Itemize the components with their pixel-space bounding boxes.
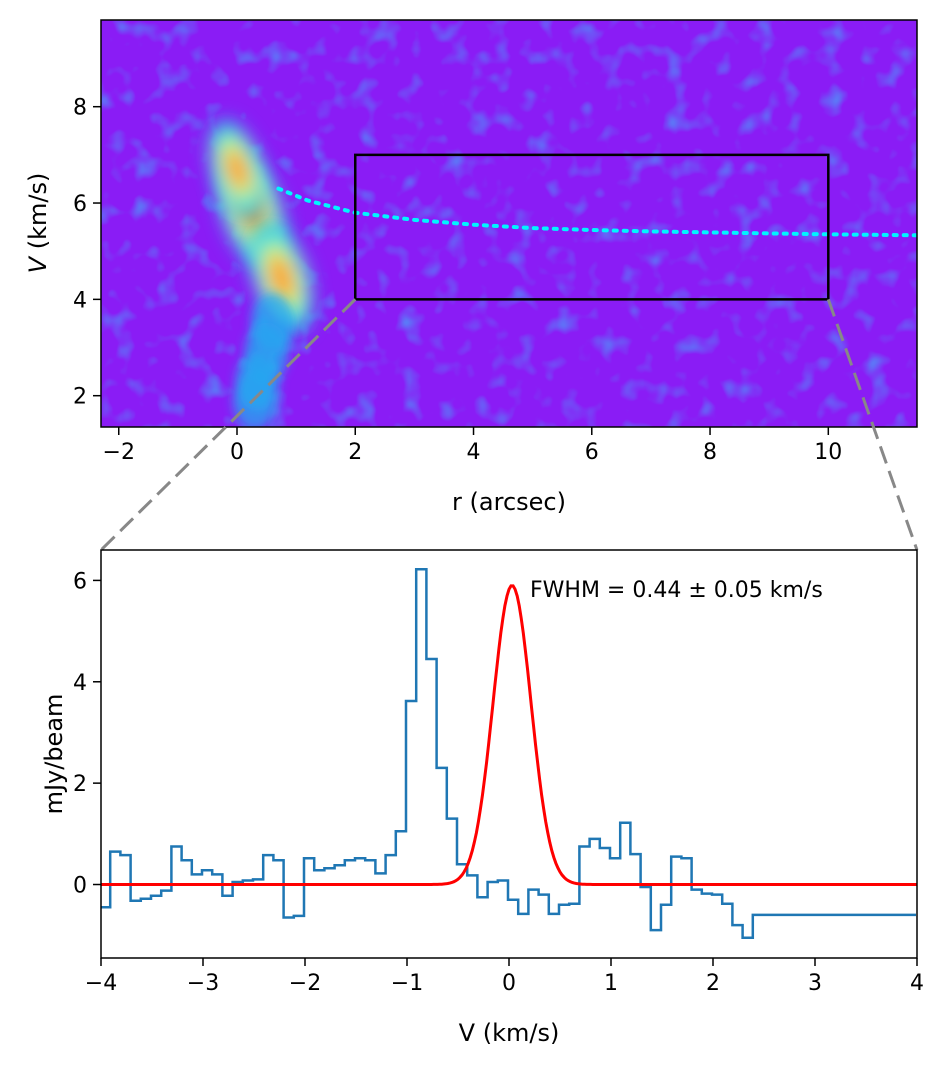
top-y-ticks: 2 4 6 8	[73, 96, 101, 410]
pv-diagram-panel: −2 0 2 4 6 8 10 2 4 6 8 r (arcsec) V (km/s)	[24, 19, 918, 516]
x-tick-label: −4	[85, 971, 117, 996]
emission-peaks	[208, 120, 313, 427]
y-tick-label: 4	[73, 288, 87, 313]
y-tick-label: 2	[73, 772, 87, 797]
emission-contour	[226, 150, 248, 188]
x-tick-label: 8	[703, 440, 717, 465]
x-tick-label: 10	[814, 440, 842, 465]
x-tick-label: 6	[585, 440, 599, 465]
model-curve	[276, 186, 917, 238]
top-x-ticks: −2 0 2 4 6 8 10	[103, 427, 842, 465]
zoom-connector-left	[99, 298, 357, 552]
spectrum-panel: FWHM = 0.44 ± 0.05 km/s −4 −3 −2 −1 0 1 2 3 4 0 2…	[40, 549, 924, 1047]
gaussian-fit-series	[101, 584, 917, 886]
y-tick-label: 4	[73, 671, 87, 696]
y-tick-label: 6	[73, 569, 87, 594]
x-tick-label: −2	[103, 440, 135, 465]
bottom-y-ticks: 0 2 4 6	[73, 569, 101, 899]
bottom-x-axis-label: V (km/s)	[459, 1019, 560, 1047]
x-tick-label: −3	[187, 971, 219, 996]
x-tick-label: −1	[391, 971, 423, 996]
heatmap-noise	[101, 20, 917, 427]
y-tick-label: 6	[73, 192, 87, 217]
heatmap	[101, 20, 917, 427]
fwhm-annotation: FWHM = 0.44 ± 0.05 km/s	[530, 578, 823, 603]
y-tick-label: 0	[73, 874, 87, 899]
x-tick-label: 0	[230, 440, 244, 465]
emission-peak	[208, 120, 266, 219]
x-tick-label: 4	[467, 440, 481, 465]
x-tick-label: 2	[348, 440, 362, 465]
emission-contour	[269, 256, 294, 299]
bottom-y-axis-label: mJy/beam	[40, 694, 68, 815]
zoom-connector-right	[826, 298, 919, 551]
spectrum-series	[101, 568, 916, 939]
x-tick-label: 1	[604, 971, 618, 996]
zoom-box	[354, 153, 830, 301]
y-tick-label: 8	[73, 96, 87, 121]
top-axes-frame	[100, 19, 918, 428]
top-y-axis-label: V (km/s)	[24, 173, 52, 274]
x-tick-label: 4	[910, 971, 924, 996]
y-tick-label: 2	[73, 385, 87, 410]
x-tick-label: −2	[289, 971, 321, 996]
top-x-axis-label: r (arcsec)	[452, 488, 566, 516]
x-tick-label: 2	[706, 971, 720, 996]
emission-tail	[232, 293, 295, 427]
x-tick-label: 3	[808, 971, 822, 996]
bottom-x-ticks: −4 −3 −2 −1 0 1 2 3 4	[85, 958, 924, 996]
x-tick-label: 0	[502, 971, 516, 996]
